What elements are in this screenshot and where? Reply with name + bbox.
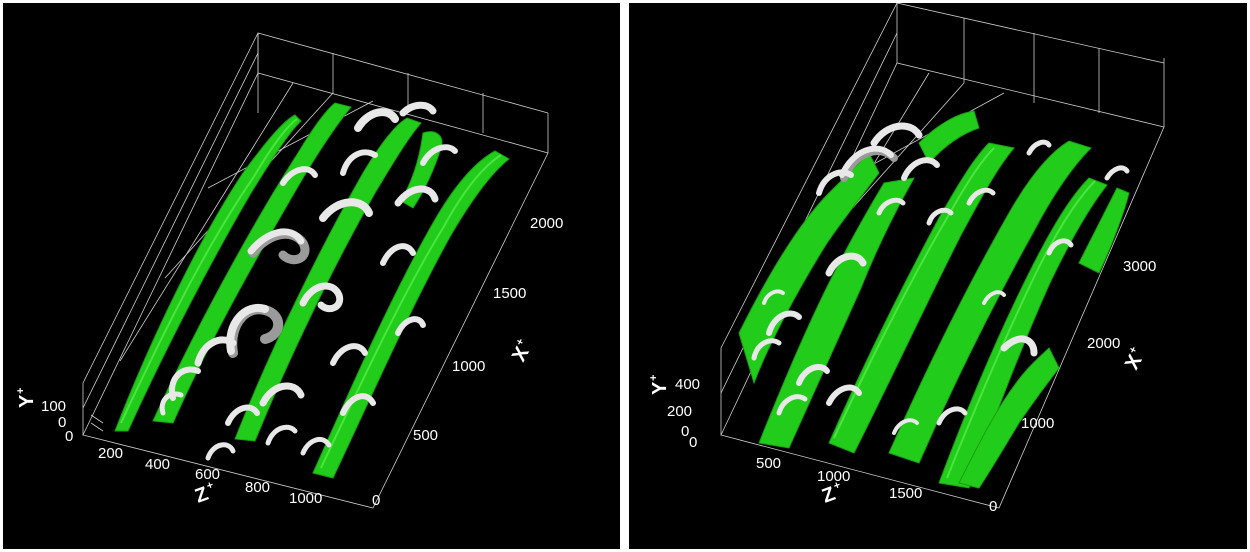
right-y-axis-title: Y +: [648, 375, 671, 395]
left-x-tick: 1000: [452, 358, 485, 375]
left-y-tick: 100: [41, 398, 66, 415]
right-x-tick: 0: [989, 498, 997, 515]
right-y-axis-ticks: 0 200 400 0: [667, 376, 700, 451]
left-z-axis-title: Z +: [192, 479, 215, 508]
left-x-tick: 500: [413, 427, 438, 444]
svg-text:+: +: [1127, 345, 1141, 356]
left-z-tick: 600: [195, 466, 220, 483]
right-low-speed-streaks: [738, 110, 1130, 489]
right-x-tick: 2000: [1087, 335, 1120, 352]
svg-text:+: +: [648, 375, 660, 381]
right-y-tick: 0: [681, 423, 689, 440]
left-z-tick: 400: [145, 456, 170, 473]
left-y-tick: 0: [65, 428, 73, 445]
right-z-tick: 500: [756, 455, 781, 472]
left-z-tick: 1000: [289, 490, 322, 507]
left-y-tick: 0: [58, 414, 66, 431]
right-visualization-panel: 0 1000 2000 3000 X + 0 200 400 0 Y + 500…: [629, 3, 1247, 549]
right-z-axis-ticks: 500 1000 1500: [756, 455, 922, 502]
right-x-axis-ticks: 0 1000 2000 3000: [989, 258, 1156, 515]
svg-text:+: +: [514, 337, 528, 348]
right-z-tick: 1500: [889, 485, 922, 502]
left-z-tick: 200: [98, 445, 123, 462]
right-x-tick: 3000: [1123, 258, 1156, 275]
right-y-tick: 0: [689, 434, 697, 451]
left-x-tick: 2000: [530, 215, 563, 232]
left-3d-scene: 0 500 1000 1500 2000 X + 0 100 0 Y + 200…: [15, 32, 563, 509]
left-x-tick: 1500: [493, 285, 526, 302]
right-vortex-structures: [751, 122, 1130, 435]
left-z-tick: 800: [245, 479, 270, 496]
left-y-axis-ticks: 0 100 0: [41, 398, 73, 445]
svg-text:Y: Y: [649, 381, 671, 395]
left-z-axis-ticks: 200 400 600 800 1000: [98, 445, 322, 507]
left-x-tick: 0: [372, 492, 380, 509]
right-3d-scene: 0 1000 2000 3000 X + 0 200 400 0 Y + 500…: [648, 3, 1165, 515]
left-y-axis-title: Y +: [15, 388, 38, 408]
right-x-axis-title: X +: [1121, 345, 1147, 374]
svg-text:+: +: [15, 388, 27, 394]
left-vortex-structures: [159, 101, 458, 461]
left-bounding-box: [82, 32, 549, 509]
right-z-tick: 1000: [817, 468, 850, 485]
svg-text:Y: Y: [16, 394, 38, 408]
svg-text:+: +: [205, 479, 215, 492]
left-visualization-panel: 0 500 1000 1500 2000 X + 0 100 0 Y + 200…: [3, 3, 620, 549]
right-y-tick: 200: [667, 403, 692, 420]
left-x-axis-title: X +: [508, 337, 534, 366]
right-x-tick: 1000: [1021, 415, 1054, 432]
right-y-tick: 400: [675, 376, 700, 393]
svg-text:+: +: [832, 479, 842, 492]
left-x-axis-ticks: 0 500 1000 1500 2000: [372, 215, 563, 509]
